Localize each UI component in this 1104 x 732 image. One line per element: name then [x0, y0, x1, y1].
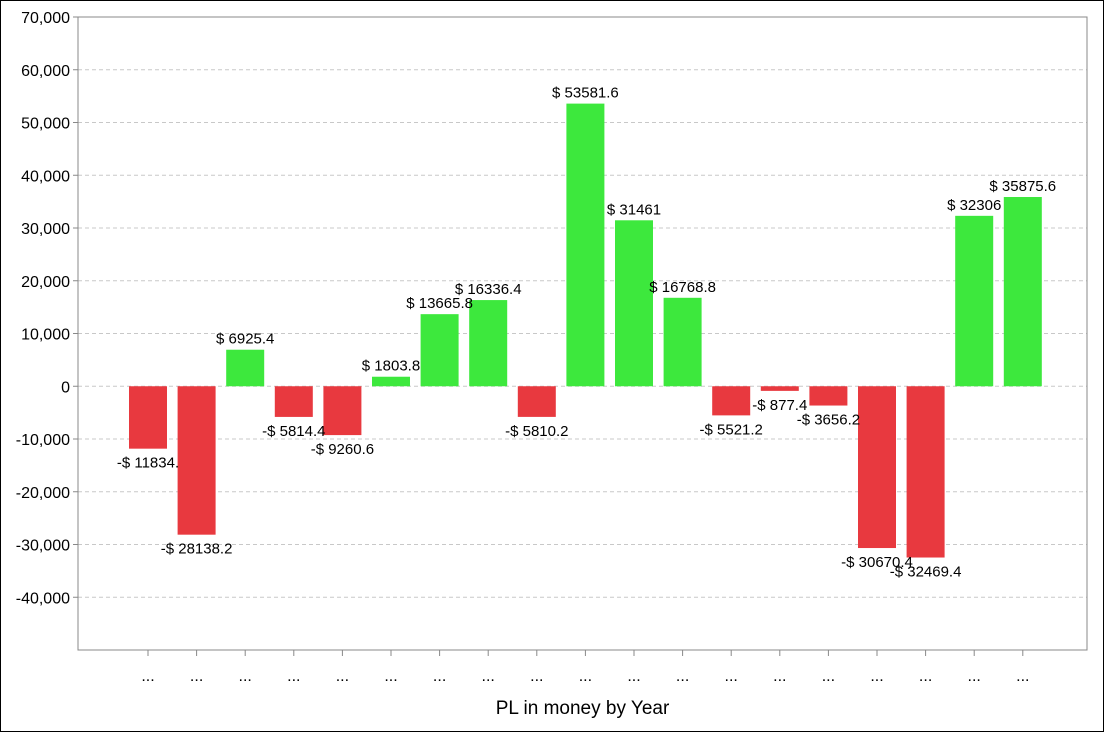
x-tick-label: ...: [627, 668, 640, 685]
data-label: $ 35875.6: [989, 178, 1056, 195]
data-label: $ 16336.4: [455, 281, 522, 298]
bar: [712, 386, 751, 416]
y-tick-label: 30,000: [21, 221, 70, 238]
x-tick-label: ...: [919, 668, 932, 685]
bars: [129, 103, 1042, 558]
data-label: $ 32306: [947, 197, 1001, 214]
data-label: -$ 11834.: [117, 455, 179, 472]
data-label: $ 31461: [607, 201, 661, 218]
data-label: $ 53581.6: [552, 85, 619, 102]
bar: [615, 220, 653, 387]
y-tick-label: 0: [61, 379, 70, 396]
x-tick-label: ...: [190, 668, 203, 685]
x-tick-label: ...: [239, 668, 252, 685]
x-tick-label: ...: [773, 668, 786, 685]
axes: 70,000 60,000 50,000 40,000 30,000 20,000 10,0…: [16, 10, 1088, 685]
x-tick-label: ...: [968, 668, 981, 685]
y-tick-label: 40,000: [21, 168, 70, 185]
bar: [809, 386, 848, 406]
y-tick-label: 50,000: [21, 116, 70, 133]
bar: [323, 386, 362, 436]
bar: [226, 349, 265, 387]
data-label: -$ 5521.2: [700, 421, 763, 438]
data-label: $ 16768.8: [649, 279, 716, 296]
x-tick-label: ...: [1016, 668, 1029, 685]
bar: [129, 386, 167, 449]
data-label: $ 6925.4: [216, 331, 274, 348]
bar: [566, 103, 605, 387]
x-tick-label: ...: [336, 668, 349, 685]
bar: [420, 314, 459, 387]
bar: [955, 215, 994, 387]
x-tick-label: ...: [287, 668, 300, 685]
y-tick-label: 60,000: [21, 63, 70, 80]
y-tick-label: -40,000: [16, 590, 70, 607]
y-tick-label: -20,000: [16, 485, 70, 502]
bar: [177, 386, 216, 535]
bar: [858, 386, 896, 549]
data-label: -$ 5810.2: [505, 423, 568, 440]
bar: [760, 386, 799, 391]
x-tick-label: ...: [676, 668, 689, 685]
bar: [663, 297, 702, 387]
data-label: $ 1803.8: [362, 358, 420, 375]
data-label: -$ 5814.4: [262, 423, 325, 440]
x-tick-label: ...: [141, 668, 154, 685]
y-tick-label: -30,000: [16, 538, 70, 555]
y-tick-label: 10,000: [21, 327, 70, 344]
x-tick-label: ...: [579, 668, 592, 685]
data-label: -$ 32469.4: [890, 564, 962, 581]
data-label: -$ 30670.4: [841, 554, 913, 571]
x-tick-label: ...: [384, 668, 397, 685]
bar: [372, 376, 410, 387]
x-tick-label: ...: [725, 668, 738, 685]
x-tick-label: ...: [482, 668, 495, 685]
x-tick-label: ...: [870, 668, 883, 685]
y-tick-label: 20,000: [21, 274, 70, 291]
x-tick-label: ...: [822, 668, 835, 685]
bar: [469, 300, 508, 387]
bar: [517, 386, 556, 417]
x-axis-title: PL in money by Year: [496, 698, 670, 719]
y-tick-label: 70,000: [21, 10, 70, 27]
data-label: $ 13665.8: [406, 295, 473, 312]
data-labels: -$ 11834. -$ 28138.2 $ 6925.4 -$ 5814.4-$ 9…: [117, 85, 1056, 581]
data-label: -$ 28138.2: [161, 541, 233, 558]
x-tick-label: ...: [530, 668, 543, 685]
data-label: -$ 877.4: [752, 397, 807, 414]
bar: [274, 386, 313, 417]
y-tick-label: -10,000: [16, 432, 70, 449]
bar: [1003, 197, 1042, 387]
bar: [906, 386, 945, 558]
data-label: -$ 3656.2: [797, 412, 860, 429]
x-tick-label: ...: [433, 668, 446, 685]
data-label: -$ 9260.6: [311, 441, 374, 458]
